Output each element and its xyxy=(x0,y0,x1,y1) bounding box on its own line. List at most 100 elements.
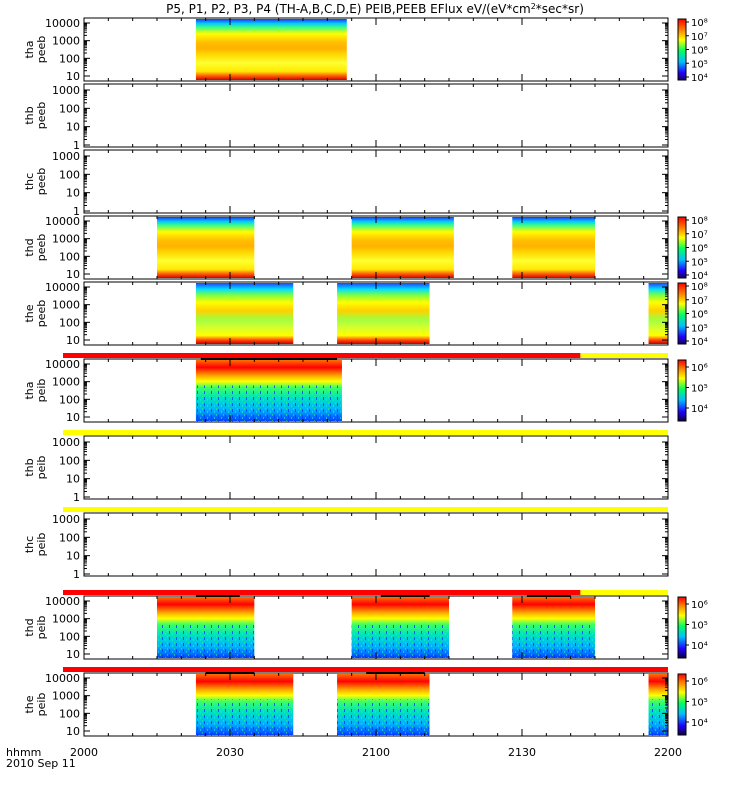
y-tick-label: 100 xyxy=(59,316,80,329)
colorbar-tick-label: 10⁴ xyxy=(691,73,708,84)
mode-bar-segment xyxy=(63,353,581,358)
panel-label-product: peib xyxy=(35,533,48,557)
x-tick-label-2130: 2130 xyxy=(508,746,536,759)
colorbar-tick-label: 10⁸ xyxy=(691,216,708,227)
panel-label-probe: thb xyxy=(23,458,36,476)
noise-texture-2 xyxy=(648,699,668,736)
y-tick-label: 1000 xyxy=(52,35,80,48)
y-tick-label: 100 xyxy=(59,707,80,720)
time-axis-footer: hhmm 2010 Sep 11 xyxy=(6,746,76,770)
panel-tha-peib: 10 100 1000 10000 tha peib 10⁴ 10⁵ 10⁶ xyxy=(23,358,708,424)
panel-tha-peeb: 10 100 1000 10000 tha peeb 10⁴ 10⁵ 10⁶ 10⁷ 10⁸ xyxy=(23,17,708,84)
panel-thc-peeb: 1 10 100 1000 thc peeb xyxy=(23,149,669,218)
y-tick-label: 10 xyxy=(66,473,80,486)
panel-thc-peib: 1 10 100 1000 thc peib xyxy=(23,512,669,581)
panel-frame xyxy=(83,149,669,214)
panel-label-product: peib xyxy=(35,379,48,403)
colorbar-tick-label: 10⁵ xyxy=(691,257,708,268)
colorbar-tick-label: 10⁵ xyxy=(691,384,708,395)
y-tick-label: 100 xyxy=(59,454,80,467)
colorbar xyxy=(677,359,687,422)
y-tick-label: 1000 xyxy=(52,513,80,526)
panel-label-probe: thd xyxy=(23,238,36,256)
ion-quality-bar xyxy=(205,672,255,674)
panel-the-peib: 10 100 1000 10000 the peib 10⁴ 10⁵ 10⁶ xyxy=(23,672,708,738)
colorbar-tick-label: 10⁶ xyxy=(691,363,708,374)
y-tick-label: 100 xyxy=(59,52,80,65)
mode-bar-segment xyxy=(63,430,668,435)
colorbar-tick-label: 10⁷ xyxy=(691,230,708,241)
y-tick-label: 1000 xyxy=(52,84,80,97)
y-tick-label: 1 xyxy=(73,205,80,218)
noise-texture-0 xyxy=(195,699,294,736)
mode-bar-segment xyxy=(63,507,668,512)
data-block-tha-peeb-0 xyxy=(195,19,347,80)
colorbar-tick-label: 10⁶ xyxy=(691,244,708,255)
panel-label-product: peeb xyxy=(35,300,48,328)
y-tick-label: 1000 xyxy=(52,376,80,389)
ion-quality-bar xyxy=(380,595,430,597)
noise-texture-2 xyxy=(512,622,595,659)
colorbar-tick-label: 10⁵ xyxy=(691,59,708,70)
panel-label-probe: thc xyxy=(23,173,36,190)
noise-texture-1 xyxy=(337,699,430,736)
y-tick-label: 1000 xyxy=(52,299,80,312)
panel-label-product: peib xyxy=(35,456,48,480)
y-tick-label: 10 xyxy=(66,648,80,661)
mode-bar-segment xyxy=(580,353,668,358)
chart-title: P5, P1, P2, P3, P4 (TH-A,B,C,D,E) PEIB,P… xyxy=(166,2,584,16)
mode-bar-2 xyxy=(63,507,668,512)
colorbar xyxy=(677,216,687,279)
y-tick-label: 10 xyxy=(66,334,80,347)
panel-label-product: peib xyxy=(35,693,48,717)
colorbar-tick-label: 10⁵ xyxy=(691,621,708,632)
colorbar-tick-label: 10⁴ xyxy=(691,337,708,348)
y-tick-label: 1000 xyxy=(52,690,80,703)
data-block-thd-peeb-0 xyxy=(157,217,255,278)
colorbar xyxy=(677,18,687,81)
y-tick-label: 10 xyxy=(66,411,80,424)
panel-label-product: peeb xyxy=(35,102,48,130)
panel-label-probe: thb xyxy=(23,106,36,124)
panel-label-probe: tha xyxy=(23,40,36,58)
y-tick-label: 1 xyxy=(73,491,80,504)
colorbar-tick-label: 10⁶ xyxy=(691,677,708,688)
data-block-the-peeb-0 xyxy=(195,283,294,344)
colorbar-tick-label: 10⁶ xyxy=(691,600,708,611)
panel-label-probe: the xyxy=(23,304,36,322)
panel-label-product: peeb xyxy=(35,168,48,196)
panel-frame xyxy=(83,512,669,577)
colorbar-tick-label: 10⁴ xyxy=(691,271,708,282)
x-tick-label-2030: 2030 xyxy=(216,746,244,759)
y-tick-label: 10000 xyxy=(45,215,80,228)
colorbar-tick-label: 10⁸ xyxy=(691,18,708,29)
panel-frame xyxy=(83,358,669,423)
mode-bar-segment xyxy=(580,590,668,595)
y-tick-label: 1000 xyxy=(52,436,80,449)
y-tick-label: 1000 xyxy=(52,613,80,626)
y-tick-label: 100 xyxy=(59,531,80,544)
colorbar-tick-label: 10⁵ xyxy=(691,698,708,709)
panel-thb-peeb: 1 10 100 1000 thb peeb xyxy=(23,83,669,152)
mode-bar-segment xyxy=(63,667,668,672)
colorbar-tick-label: 10⁸ xyxy=(691,282,708,293)
ion-quality-bar xyxy=(195,595,240,597)
panel-thd-peib: 10 100 1000 10000 thd peib 10⁴ 10⁵ 10⁶ xyxy=(23,595,708,661)
time-axis-label: hhmm xyxy=(6,746,41,759)
panel-label-probe: tha xyxy=(23,381,36,399)
y-tick-label: 10000 xyxy=(45,672,80,685)
panel-label-probe: thc xyxy=(23,536,36,553)
x-tick-label-2000: 2000 xyxy=(70,746,98,759)
colorbar-tick-label: 10⁵ xyxy=(691,323,708,334)
ion-quality-bar xyxy=(526,595,571,597)
colorbar-tick-label: 10⁴ xyxy=(691,718,708,729)
panel-label-probe: thd xyxy=(23,618,36,636)
ion-quality-bar xyxy=(200,358,338,360)
colorbar-tick-label: 10⁶ xyxy=(691,46,708,57)
title-rest: *sec*sr) xyxy=(536,2,584,16)
mode-bar-1 xyxy=(63,430,668,435)
y-tick-label: 10000 xyxy=(45,358,80,371)
